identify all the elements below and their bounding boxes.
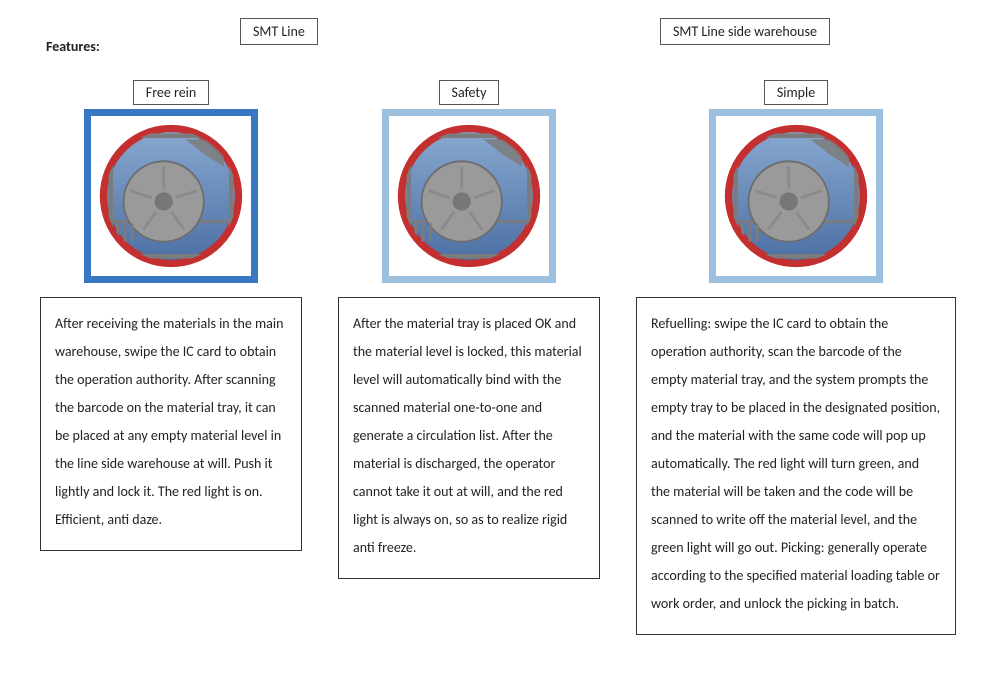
feature-column-safety: Safety After the material tray is placed … bbox=[338, 80, 600, 579]
reel-rack-icon bbox=[709, 109, 883, 283]
features-title: Features: bbox=[46, 38, 100, 55]
feature-column-free_rein: Free rein After receiving the materials i… bbox=[40, 80, 302, 551]
feature-description: After the material tray is placed OK and… bbox=[338, 297, 600, 579]
feature-column-simple: Simple Refuelling: swipe the IC card to o… bbox=[636, 80, 956, 635]
feature-label: Free rein bbox=[133, 80, 209, 105]
feature-label: Safety bbox=[439, 80, 500, 105]
header-area: Features: SMT Line SMT Line side warehou… bbox=[40, 18, 965, 58]
feature-label: Simple bbox=[764, 80, 828, 105]
top-label-smt-line: SMT Line bbox=[240, 18, 318, 45]
reel-rack-icon bbox=[84, 109, 258, 283]
feature-description: After receiving the materials in the mai… bbox=[40, 297, 302, 551]
feature-description: Refuelling: swipe the IC card to obtain … bbox=[636, 297, 956, 635]
feature-columns: Free rein After receiving the materials i… bbox=[40, 80, 965, 635]
top-label-smt-line-side-warehouse: SMT Line side warehouse bbox=[660, 18, 830, 45]
reel-rack-icon bbox=[382, 109, 556, 283]
